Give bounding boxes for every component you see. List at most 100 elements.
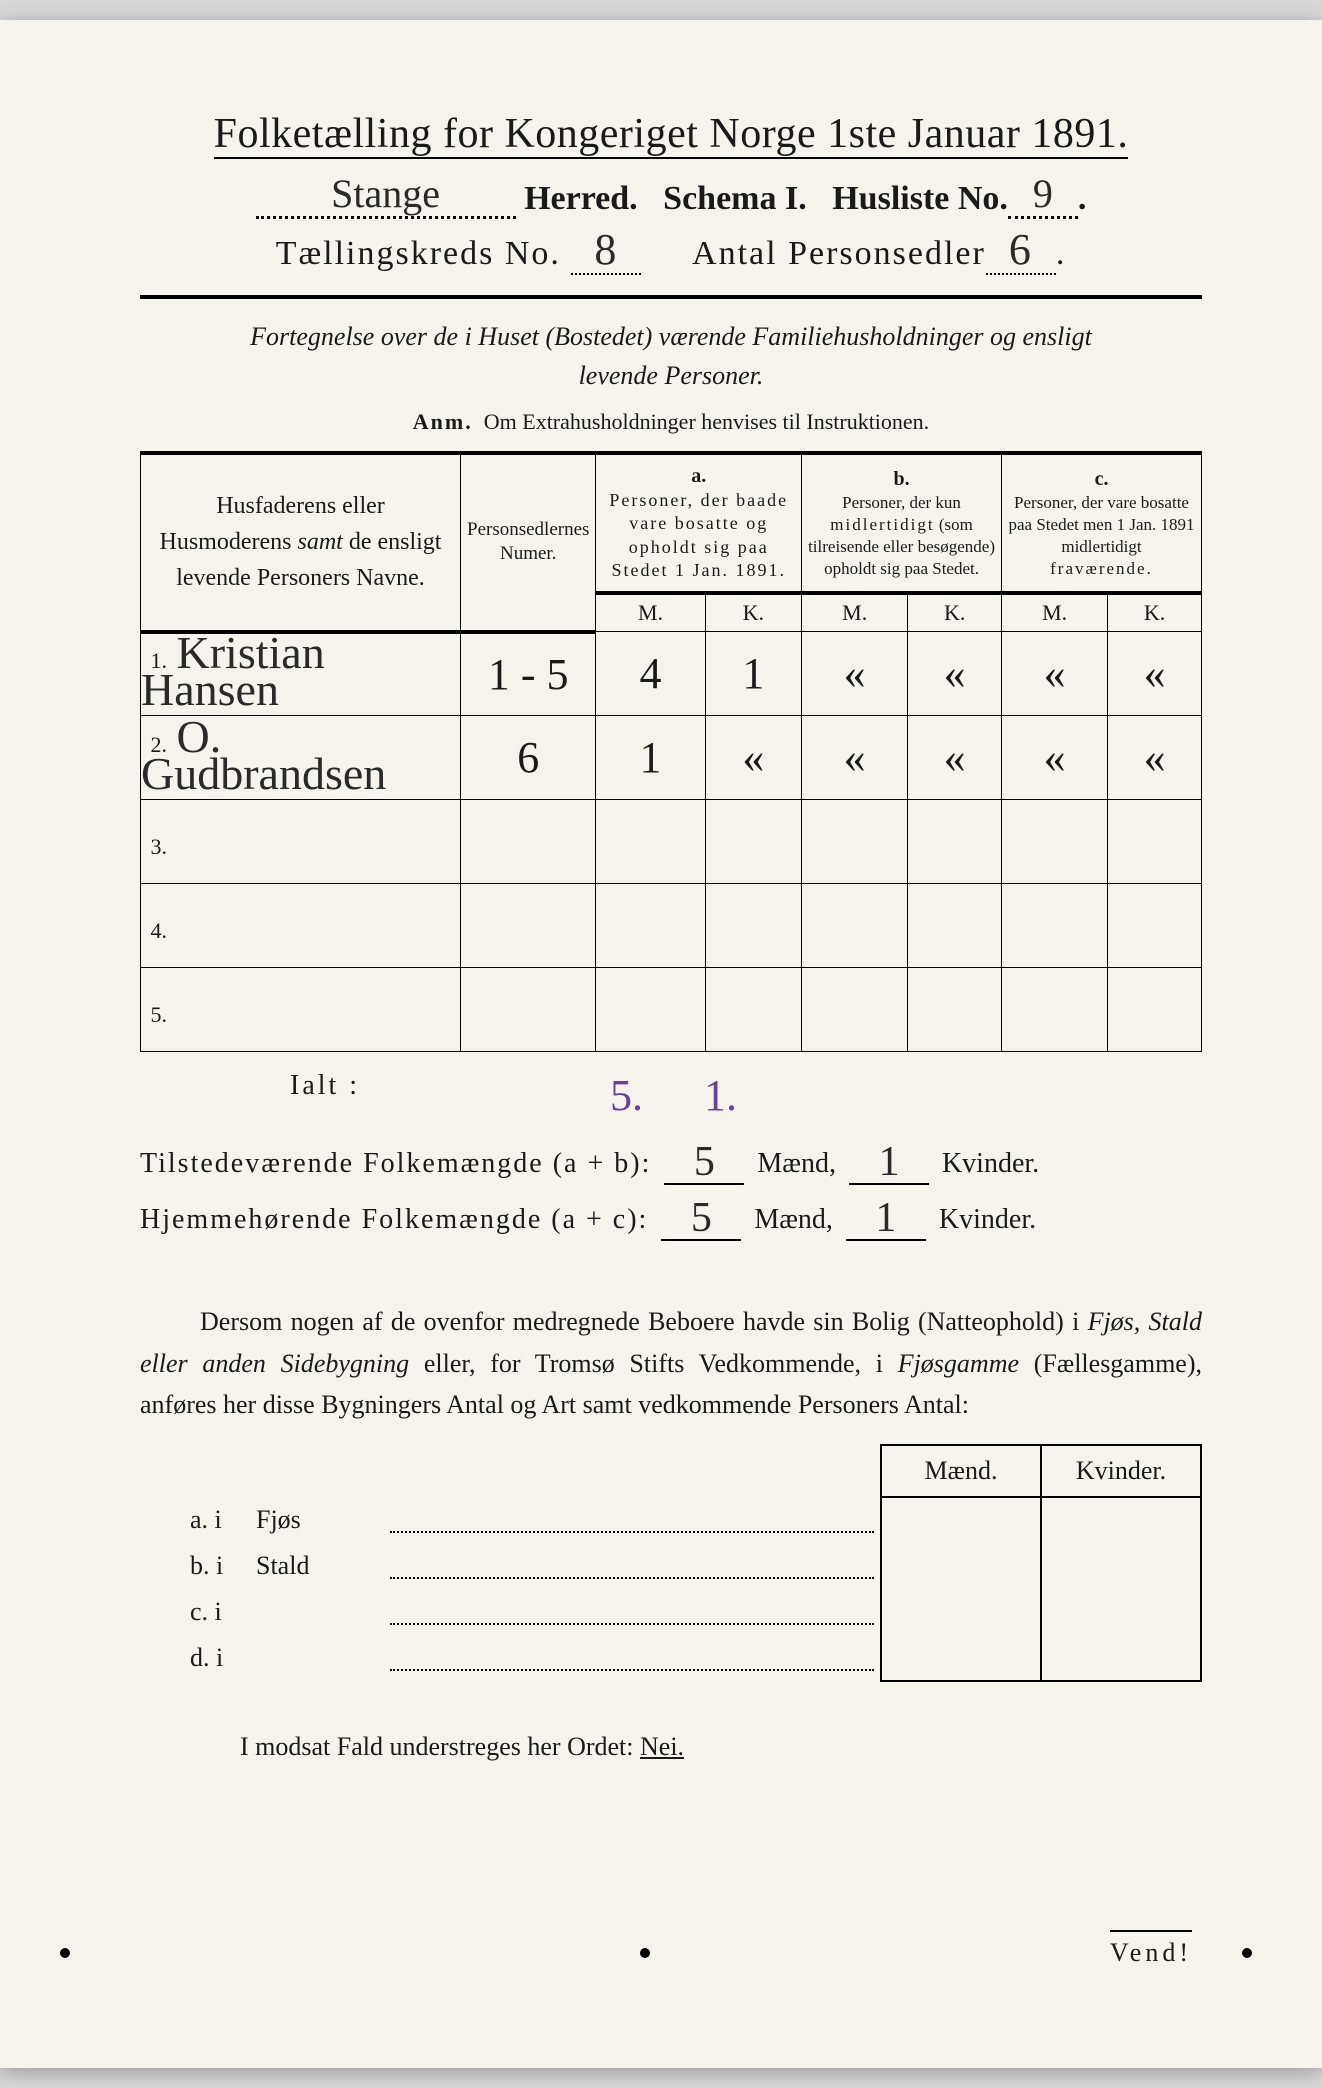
divider bbox=[140, 295, 1202, 299]
lower-table-row: b. iStald bbox=[140, 1543, 1201, 1589]
name-cell: 5. bbox=[141, 968, 461, 1052]
b-k-cell bbox=[908, 968, 1002, 1052]
modsat-nei: Nei. bbox=[640, 1732, 684, 1761]
a-k-cell bbox=[705, 968, 801, 1052]
kvinder-label-2: Kvinder. bbox=[939, 1204, 1036, 1235]
c-m-cell: « bbox=[1002, 716, 1108, 800]
c-k-cell bbox=[1108, 884, 1202, 968]
mk-m-c: M. bbox=[1002, 593, 1108, 632]
c-m-cell bbox=[1002, 884, 1108, 968]
lower-table-row: c. i bbox=[140, 1589, 1201, 1635]
c-k-cell: « bbox=[1108, 632, 1202, 716]
ink-dot bbox=[60, 1948, 70, 1958]
antal-label: Antal Personsedler bbox=[692, 235, 986, 272]
group-c-header: c. Personer, der vare bosatte paa Stedet… bbox=[1002, 453, 1202, 593]
lower-maend-cell bbox=[881, 1589, 1041, 1635]
group-a-label: a. bbox=[602, 463, 795, 489]
ink-dot bbox=[1242, 1948, 1252, 1958]
herred-field: Stange bbox=[256, 178, 516, 219]
mk-m-b: M. bbox=[802, 593, 908, 632]
b-k-cell bbox=[908, 884, 1002, 968]
lower-maend-header: Mænd. bbox=[881, 1445, 1041, 1497]
maend-label-2: Mænd, bbox=[754, 1204, 833, 1235]
maend-label-1: Mænd, bbox=[757, 1148, 836, 1179]
home-k: 1 bbox=[875, 1195, 896, 1241]
mk-k-c: K. bbox=[1108, 593, 1202, 632]
lower-label: a. i bbox=[140, 1497, 250, 1543]
b-m-cell: « bbox=[802, 716, 908, 800]
c-m-cell: « bbox=[1002, 632, 1108, 716]
name-cell: 1. Kristian Hansen bbox=[141, 632, 461, 716]
name-cell: 4. bbox=[141, 884, 461, 968]
present-k: 1 bbox=[878, 1139, 899, 1185]
subheading-line1: Fortegnelse over de i Huset (Bostedet) v… bbox=[250, 322, 1092, 351]
herred-value: Stange bbox=[331, 171, 440, 216]
kvinder-label-1: Kvinder. bbox=[942, 1148, 1039, 1179]
b-m-cell bbox=[802, 884, 908, 968]
lower-kvinder-cell bbox=[1041, 1497, 1201, 1543]
present-m: 5 bbox=[694, 1139, 715, 1185]
husliste-value: 9 bbox=[1033, 171, 1053, 216]
group-b-header: b. Personer, der kun midlertidigt (som t… bbox=[802, 453, 1002, 593]
lower-type: Stald bbox=[250, 1543, 390, 1589]
home-m-field: 5 bbox=[661, 1191, 741, 1241]
a-k-cell: « bbox=[705, 716, 801, 800]
home-label: Hjemmehørende Folkemængde (a + c): bbox=[140, 1204, 648, 1235]
census-form-page: Folketælling for Kongeriget Norge 1ste J… bbox=[0, 20, 1322, 2068]
a-k-cell bbox=[705, 800, 801, 884]
title-prefix: Folketælling for Kongeriget Norge bbox=[214, 111, 827, 157]
lower-table: Mænd. Kvinder. a. iFjøsb. iStaldc. id. i bbox=[140, 1444, 1202, 1682]
lower-table-row: a. iFjøs bbox=[140, 1497, 1201, 1543]
a-m-cell: 1 bbox=[596, 716, 705, 800]
lower-table-row: d. i bbox=[140, 1635, 1201, 1681]
main-table: Husfaderens eller Husmoderens samt de en… bbox=[140, 451, 1202, 1052]
personsedler-cell bbox=[461, 968, 596, 1052]
present-k-field: 1 bbox=[849, 1135, 929, 1185]
present-label: Tilstedeværende Folkemængde (a + b): bbox=[140, 1148, 651, 1179]
present-line: Tilstedeværende Folkemængde (a + b): 5 M… bbox=[140, 1135, 1202, 1185]
lower-maend-cell bbox=[881, 1543, 1041, 1589]
lower-kvinder-cell bbox=[1041, 1635, 1201, 1681]
c-k-cell bbox=[1108, 800, 1202, 884]
table-row: 4. bbox=[141, 884, 1202, 968]
mk-m-a: M. bbox=[596, 593, 705, 632]
lower-maend-cell bbox=[881, 1497, 1041, 1543]
home-line: Hjemmehørende Folkemængde (a + c): 5 Mæn… bbox=[140, 1191, 1202, 1241]
modsat-line: I modsat Fald understreges her Ordet: Ne… bbox=[140, 1732, 1202, 1762]
lower-kvinder-header: Kvinder. bbox=[1041, 1445, 1201, 1497]
b-m-cell bbox=[802, 968, 908, 1052]
lower-dots bbox=[390, 1543, 881, 1589]
c-k-cell bbox=[1108, 968, 1202, 1052]
a-k-cell: 1 bbox=[705, 632, 801, 716]
lower-dots bbox=[390, 1589, 881, 1635]
lower-dots bbox=[390, 1635, 881, 1681]
lower-label: c. i bbox=[140, 1589, 250, 1635]
antal-field: 6 bbox=[986, 235, 1056, 275]
lower-dots bbox=[390, 1497, 881, 1543]
header-line-3: Tællingskreds No. 8 Antal Personsedler6. bbox=[140, 235, 1202, 275]
kreds-value: 8 bbox=[594, 225, 618, 274]
vend-label: Vend! bbox=[1110, 1930, 1192, 1968]
kreds-field: 8 bbox=[571, 235, 641, 275]
col-names-header: Husfaderens eller Husmoderens samt de en… bbox=[141, 453, 461, 632]
title-date: 1ste Januar 1891. bbox=[827, 111, 1128, 157]
lower-maend-cell bbox=[881, 1635, 1041, 1681]
mk-k-a: K. bbox=[705, 593, 801, 632]
c-m-cell bbox=[1002, 800, 1108, 884]
header-line-2: Stange Herred. Schema I. Husliste No.9. bbox=[140, 180, 1202, 221]
b-k-cell bbox=[908, 800, 1002, 884]
home-k-field: 1 bbox=[846, 1191, 926, 1241]
schema-label: Schema I. bbox=[663, 180, 807, 217]
present-m-field: 5 bbox=[664, 1135, 744, 1185]
antal-value: 6 bbox=[1009, 225, 1033, 274]
b-m-cell: « bbox=[802, 632, 908, 716]
herred-label: Herred. bbox=[524, 180, 638, 217]
page-title: Folketælling for Kongeriget Norge 1ste J… bbox=[140, 110, 1202, 158]
group-b-label: b. bbox=[808, 466, 995, 492]
table-row: 2. O. Gudbrandsen61««««« bbox=[141, 716, 1202, 800]
b-k-cell: « bbox=[908, 632, 1002, 716]
b-m-cell bbox=[802, 800, 908, 884]
ialt-k: 1. bbox=[704, 1071, 737, 1120]
a-m-cell bbox=[596, 884, 705, 968]
husliste-field: 9 bbox=[1008, 178, 1078, 219]
